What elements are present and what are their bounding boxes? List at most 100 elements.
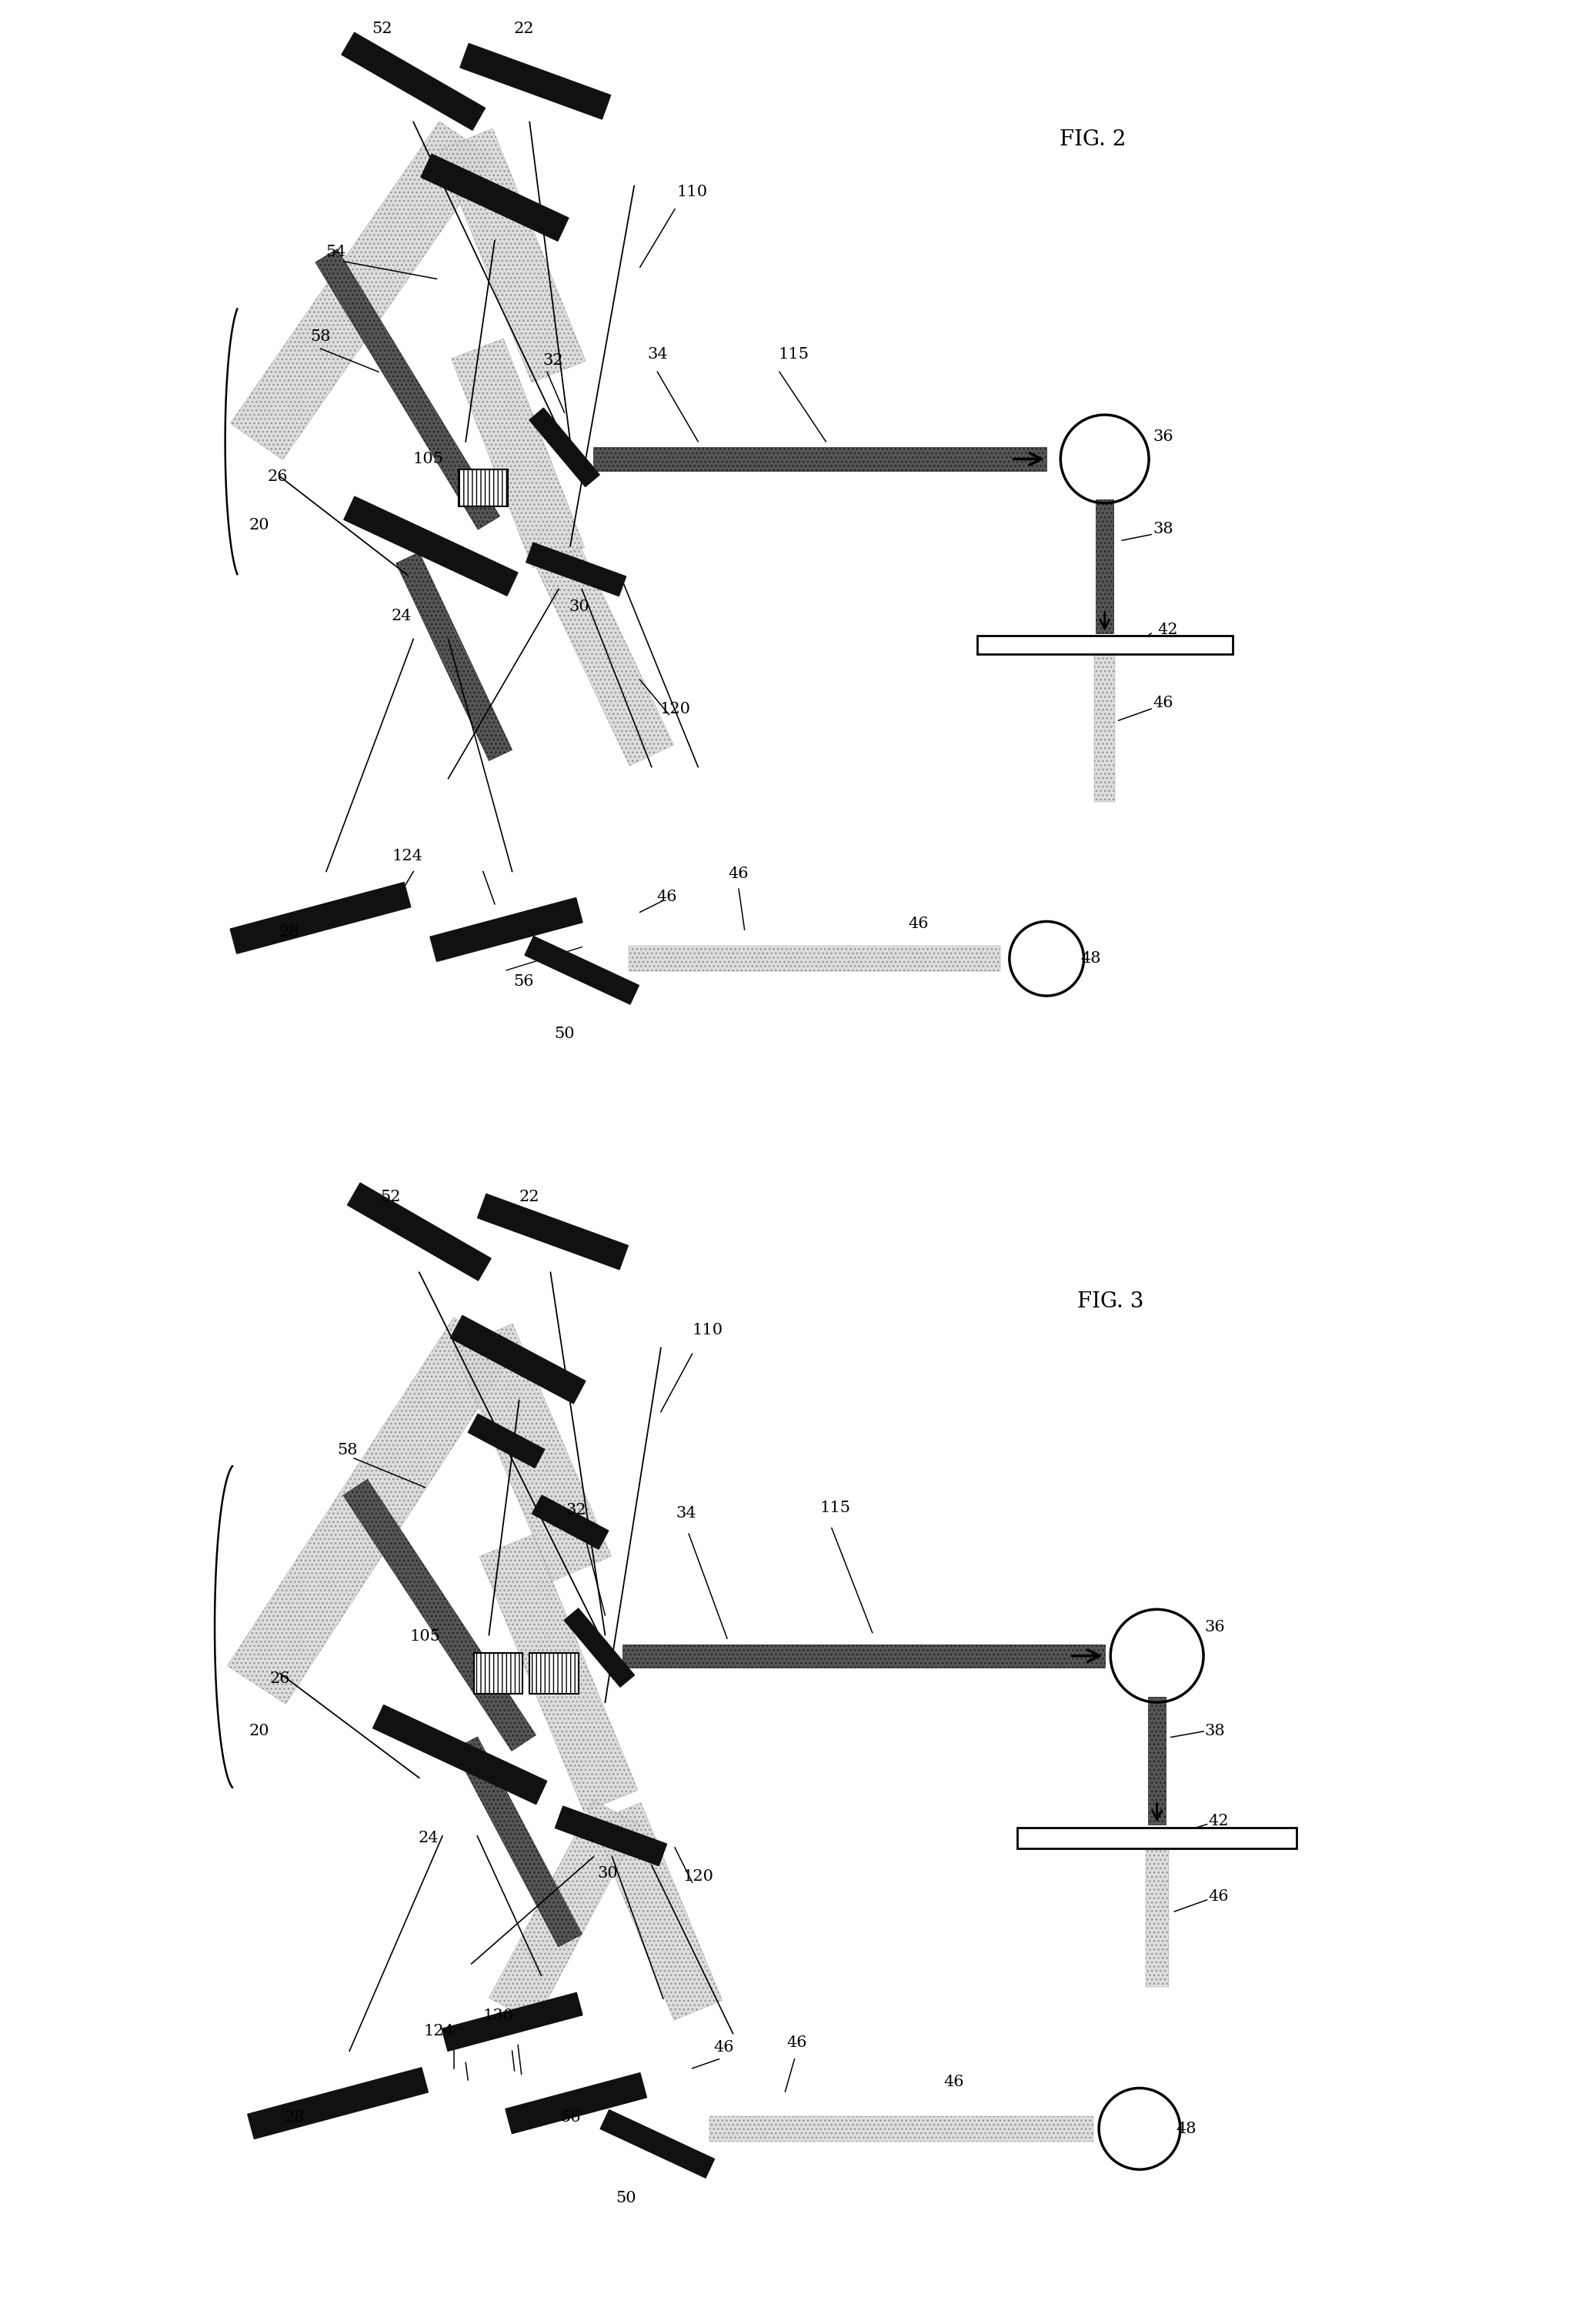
Text: 58: 58 (310, 330, 331, 344)
Polygon shape (527, 544, 626, 595)
Polygon shape (505, 2073, 647, 2133)
Polygon shape (342, 33, 486, 130)
Text: 46: 46 (1153, 695, 1172, 711)
Text: 26: 26 (269, 1671, 290, 1687)
Text: 52: 52 (372, 21, 392, 37)
Text: 38: 38 (1205, 1724, 1226, 1738)
Polygon shape (231, 121, 492, 460)
Text: 54: 54 (326, 244, 346, 260)
Polygon shape (536, 548, 674, 765)
Text: 46: 46 (943, 2075, 963, 2089)
Polygon shape (228, 1318, 513, 1703)
Text: 42: 42 (1209, 1813, 1229, 1829)
Text: 105: 105 (413, 451, 445, 467)
Text: 56: 56 (560, 2110, 581, 2124)
Polygon shape (1145, 1841, 1169, 1987)
Polygon shape (247, 2068, 429, 2138)
Text: 20: 20 (248, 1724, 269, 1738)
Polygon shape (530, 409, 600, 486)
Text: 48: 48 (1175, 2122, 1196, 2136)
Polygon shape (229, 883, 411, 953)
Polygon shape (478, 1195, 628, 1269)
Text: 30: 30 (570, 600, 590, 614)
Text: 28: 28 (285, 2110, 305, 2124)
Polygon shape (460, 44, 611, 119)
Text: 130: 130 (483, 2008, 514, 2024)
Polygon shape (479, 1534, 638, 1813)
Text: 24: 24 (418, 1831, 438, 1845)
Text: 56: 56 (514, 974, 535, 990)
Text: 46: 46 (729, 867, 748, 881)
Text: 28: 28 (278, 925, 299, 939)
Polygon shape (451, 1315, 585, 1404)
Text: 120: 120 (683, 1868, 713, 1885)
Polygon shape (1096, 500, 1114, 632)
Text: 50: 50 (554, 1027, 574, 1041)
Polygon shape (1095, 651, 1115, 802)
Text: 32: 32 (543, 353, 563, 367)
Text: 46: 46 (786, 2036, 807, 2050)
Text: 46: 46 (657, 890, 677, 904)
Polygon shape (343, 497, 517, 595)
Polygon shape (555, 1806, 666, 1866)
Polygon shape (1149, 1697, 1166, 1824)
Text: 58: 58 (337, 1443, 358, 1457)
Polygon shape (315, 249, 500, 530)
Text: 24: 24 (392, 609, 411, 623)
Text: 34: 34 (647, 346, 668, 363)
Text: 115: 115 (819, 1501, 851, 1515)
Text: 22: 22 (514, 21, 535, 37)
Text: 32: 32 (566, 1504, 587, 1518)
Text: 30: 30 (596, 1866, 617, 1880)
Polygon shape (565, 1608, 634, 1687)
Text: 34: 34 (676, 1506, 696, 1520)
Text: 46: 46 (1209, 1889, 1229, 1903)
Polygon shape (441, 1992, 582, 2052)
Text: 115: 115 (778, 346, 808, 363)
Text: FIG. 2: FIG. 2 (1060, 130, 1126, 149)
Polygon shape (348, 1183, 490, 1281)
Text: 38: 38 (1153, 521, 1172, 537)
Polygon shape (468, 1413, 544, 1469)
Text: 20: 20 (248, 518, 269, 532)
Polygon shape (593, 446, 1047, 469)
Polygon shape (710, 2115, 1093, 2143)
Polygon shape (438, 128, 585, 383)
Text: 48: 48 (1081, 951, 1101, 967)
Polygon shape (454, 1736, 582, 1948)
Polygon shape (396, 553, 513, 760)
Text: 36: 36 (1153, 430, 1172, 444)
Text: 42: 42 (1158, 623, 1177, 637)
Bar (978, 637, 1232, 655)
Polygon shape (451, 339, 585, 567)
Text: 46: 46 (713, 2040, 734, 2054)
Polygon shape (343, 1480, 536, 1750)
Bar (473, 1652, 522, 1694)
Polygon shape (532, 1494, 609, 1550)
Text: 124: 124 (424, 2024, 454, 2038)
Text: 46: 46 (908, 916, 929, 932)
Text: 110: 110 (691, 1322, 723, 1339)
Text: 105: 105 (410, 1629, 440, 1643)
Polygon shape (525, 937, 639, 1004)
Text: 110: 110 (677, 184, 707, 200)
Polygon shape (623, 1645, 1104, 1669)
Text: 22: 22 (519, 1190, 539, 1204)
Polygon shape (593, 1803, 723, 2020)
Bar (530, 1652, 579, 1694)
Polygon shape (489, 1801, 639, 2022)
Text: 52: 52 (380, 1190, 400, 1204)
Text: FIG. 3: FIG. 3 (1077, 1292, 1144, 1311)
Text: 50: 50 (615, 2192, 636, 2205)
Polygon shape (628, 946, 1000, 971)
Polygon shape (373, 1706, 547, 1803)
Text: 124: 124 (392, 848, 422, 865)
Bar (459, 469, 508, 507)
Bar (1017, 1827, 1296, 1850)
Polygon shape (600, 2110, 715, 2178)
Polygon shape (430, 897, 582, 962)
Text: 36: 36 (1205, 1620, 1226, 1634)
Polygon shape (421, 153, 568, 242)
Polygon shape (454, 1325, 611, 1580)
Text: 26: 26 (267, 469, 288, 483)
